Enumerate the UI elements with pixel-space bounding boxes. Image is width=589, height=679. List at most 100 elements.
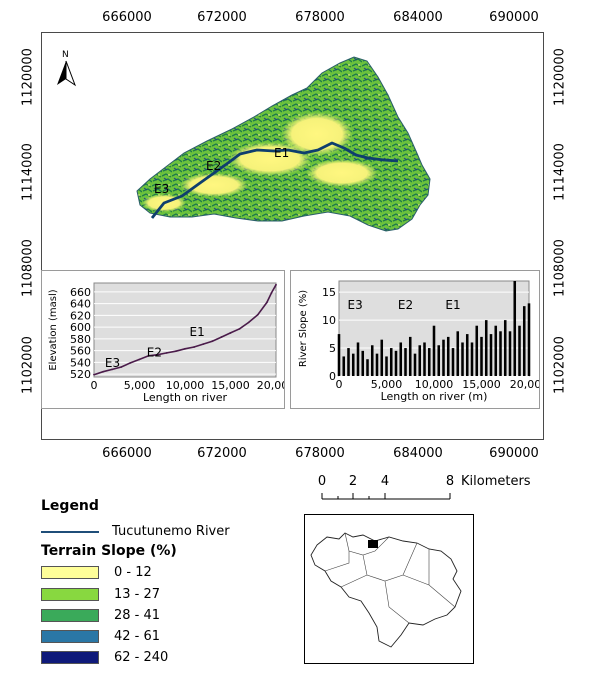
segment-annotation: E2 — [147, 345, 162, 359]
slope-bar — [432, 325, 436, 376]
slope-bar — [465, 334, 469, 376]
y-tick-label: 600 — [70, 321, 91, 334]
valley-flat-zone — [180, 173, 248, 197]
river-slope-chart: 0 5 10 15 0 5,000 10,000 15,000 20,000 E3 E2 E1 Leng… — [298, 280, 548, 403]
valley-flat-zone — [306, 159, 378, 187]
slope-bar — [361, 350, 365, 376]
elevation-point — [238, 327, 241, 330]
plot-area — [93, 282, 277, 378]
slope-bar — [385, 356, 388, 376]
elevation-point — [211, 340, 214, 343]
slope-bar — [437, 345, 441, 376]
elevation-point — [270, 292, 273, 294]
elevation-point — [266, 301, 268, 304]
slope-bar — [522, 306, 526, 376]
x-tick-label: 5,000 — [124, 379, 156, 392]
elevation-point — [193, 346, 196, 348]
segment-annotation: E2 — [398, 298, 413, 312]
x-tick-label: 0 — [91, 379, 98, 392]
x-tick-bottom: 672000 — [197, 446, 247, 461]
map-frame: E1 E2 E3 N — [41, 32, 544, 440]
map-canvas: E1 E2 E3 N — [57, 50, 431, 232]
slope-class-label: 28 - 41 — [114, 608, 161, 623]
slope-bar — [370, 345, 374, 376]
slope-bar — [375, 353, 379, 376]
segment-annotation: E3 — [348, 298, 363, 312]
x-tick-bottom: 684000 — [393, 446, 443, 461]
x-tick-bottom: 690000 — [489, 446, 539, 461]
study-area-marker — [368, 540, 378, 548]
river-legend-label: Tucutunemo River — [112, 524, 230, 539]
y-tick-label: 520 — [70, 368, 91, 381]
slope-bar — [513, 281, 517, 376]
y-tick-label: 15 — [322, 286, 336, 299]
slope-bar — [451, 348, 455, 376]
y-tick-right: 1102000 — [552, 336, 568, 394]
y-tick-label: 10 — [322, 314, 336, 327]
scale-number: 2 — [348, 474, 358, 489]
elevation-point — [156, 353, 159, 356]
y-tick-label: 640 — [70, 298, 91, 311]
elevation-point — [229, 332, 232, 334]
slope-bar — [380, 339, 384, 376]
slope-class-label: 42 - 61 — [114, 629, 161, 644]
slope-bar — [418, 345, 422, 376]
tucutunemo-river — [150, 141, 399, 219]
slope-bar — [518, 325, 521, 376]
slope-legend-title: Terrain Slope (%) — [41, 543, 177, 559]
slope-bar — [404, 348, 407, 376]
river-slope-panel: 0 5 10 15 0 5,000 10,000 15,000 20,000 E3 E2 E1 Leng… — [290, 270, 548, 409]
slope-bar — [494, 325, 498, 376]
x-tick-top: 678000 — [295, 10, 345, 25]
y-tick-label: 580 — [70, 333, 91, 346]
slope-bar — [342, 356, 346, 376]
slope-bar — [337, 334, 341, 376]
slope-bar — [480, 336, 483, 376]
x-axis-label: Length on river (m) — [381, 390, 488, 403]
locator-map-frame — [304, 514, 474, 664]
x-tick-top: 684000 — [393, 10, 443, 25]
y-tick-label: 540 — [70, 356, 91, 369]
x-tick-label: 10,000 — [415, 378, 454, 391]
slope-class-swatch — [41, 651, 99, 664]
slope-bar — [456, 331, 460, 376]
y-tick-label: 560 — [70, 345, 91, 358]
y-tick-left: 1102000 — [20, 336, 36, 394]
legend-title: Legend — [41, 498, 99, 514]
slope-bar — [351, 353, 355, 376]
slope-bar — [461, 342, 464, 376]
elevation-point — [147, 354, 150, 357]
elevation-profile-panel: 520 540 560 580 600 620 640 660 0 5,000 10,000 15,0… — [41, 270, 295, 409]
north-label: N — [62, 50, 69, 60]
slope-class-label: 0 - 12 — [114, 565, 152, 580]
scale-number: 0 — [317, 474, 327, 489]
slope-class-label: 62 - 240 — [114, 650, 169, 665]
elevation-point — [93, 373, 95, 376]
x-tick-label: 0 — [336, 378, 343, 391]
slope-bar — [413, 353, 417, 376]
slope-class-swatch — [41, 566, 99, 579]
valley-flat-zone — [228, 142, 312, 176]
slope-bar — [475, 325, 479, 376]
elevation-point — [220, 336, 223, 338]
elevation-point — [247, 321, 250, 324]
river-legend-line — [41, 531, 99, 533]
elevation-point — [175, 350, 177, 353]
elevation-point — [256, 313, 259, 316]
slope-bar — [503, 320, 507, 376]
elevation-point — [184, 347, 186, 350]
locator-map — [310, 532, 462, 648]
y-tick-left: 1120000 — [20, 48, 36, 106]
y-axis-label: Elevation (masl) — [48, 289, 59, 370]
slope-bar — [394, 350, 398, 376]
y-tick-right: 1114000 — [552, 143, 568, 201]
x-axis-label: Length on river — [143, 391, 227, 404]
segment-annotation: E1 — [445, 298, 460, 312]
scale-number: 8 — [445, 474, 455, 489]
river-label-e2: E2 — [206, 159, 221, 173]
segment-annotation: E3 — [105, 356, 120, 370]
slope-class-swatch — [41, 588, 99, 601]
slope-class-swatch — [41, 630, 99, 643]
y-tick-left: 1108000 — [20, 239, 36, 297]
